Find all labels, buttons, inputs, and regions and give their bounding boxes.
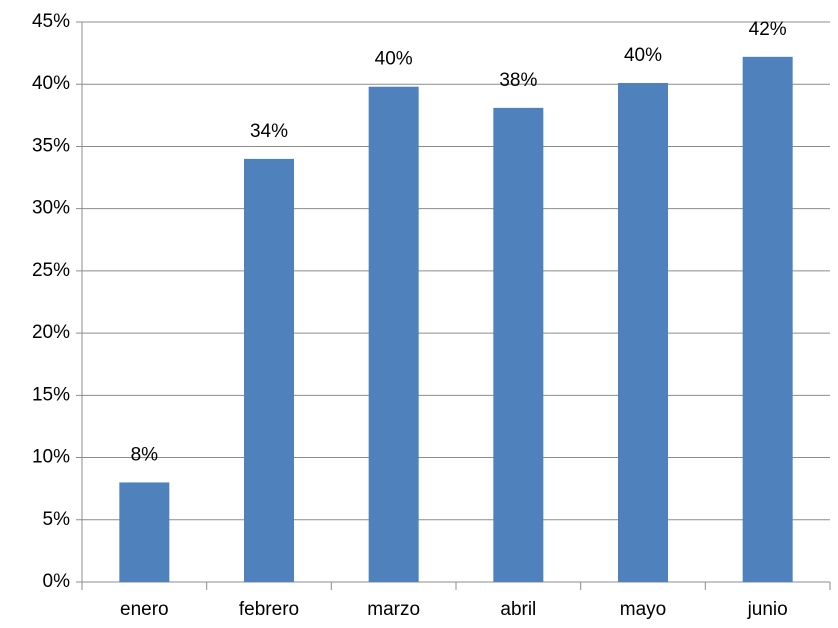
y-tick-label: 20% — [32, 322, 70, 343]
y-tick-label: 10% — [32, 447, 70, 468]
bar — [618, 82, 668, 582]
y-tick-label: 5% — [43, 509, 71, 530]
y-tick-label: 45% — [32, 11, 70, 32]
y-tick-label: 40% — [32, 73, 70, 94]
y-tick-label: 0% — [43, 571, 71, 592]
value-label: 40% — [624, 45, 662, 66]
x-tick-label: febrero — [239, 599, 299, 620]
value-label: 38% — [499, 70, 537, 91]
value-label: 42% — [749, 19, 787, 40]
x-tick-label: junio — [747, 599, 788, 620]
x-tick-label: marzo — [367, 599, 420, 620]
value-label: 8% — [131, 444, 159, 465]
value-label: 40% — [375, 49, 413, 70]
x-tick-label: enero — [120, 599, 169, 620]
bar — [493, 107, 544, 582]
bar — [244, 158, 294, 582]
y-tick-label: 30% — [32, 198, 70, 219]
y-tick-label: 15% — [32, 384, 70, 405]
y-tick-label: 35% — [32, 135, 70, 156]
bar — [368, 86, 419, 582]
value-label: 34% — [250, 121, 288, 142]
bar — [742, 56, 793, 583]
x-tick-label: abril — [500, 599, 536, 620]
x-tick-label: mayo — [620, 599, 666, 620]
y-tick-label: 25% — [32, 260, 70, 281]
bar — [119, 482, 170, 582]
